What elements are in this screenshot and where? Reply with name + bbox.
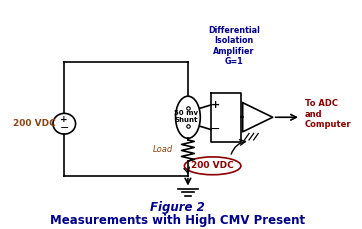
Text: To ADC
and
Computer: To ADC and Computer (304, 99, 351, 129)
Text: 200 VDC: 200 VDC (191, 161, 234, 170)
Text: −: − (210, 123, 220, 136)
Text: +: + (60, 115, 68, 124)
Text: 200 VDC: 200 VDC (13, 119, 56, 128)
Text: Load: Load (153, 145, 173, 154)
Text: Figure 2: Figure 2 (150, 202, 205, 214)
Text: 50 mv
Shunt: 50 mv Shunt (174, 110, 199, 123)
Text: +: + (210, 100, 220, 110)
Text: −: − (60, 123, 69, 133)
Text: Differential
Isolation
Amplifier
G=1: Differential Isolation Amplifier G=1 (208, 26, 260, 66)
Text: Measurements with High CMV Present: Measurements with High CMV Present (50, 214, 305, 227)
